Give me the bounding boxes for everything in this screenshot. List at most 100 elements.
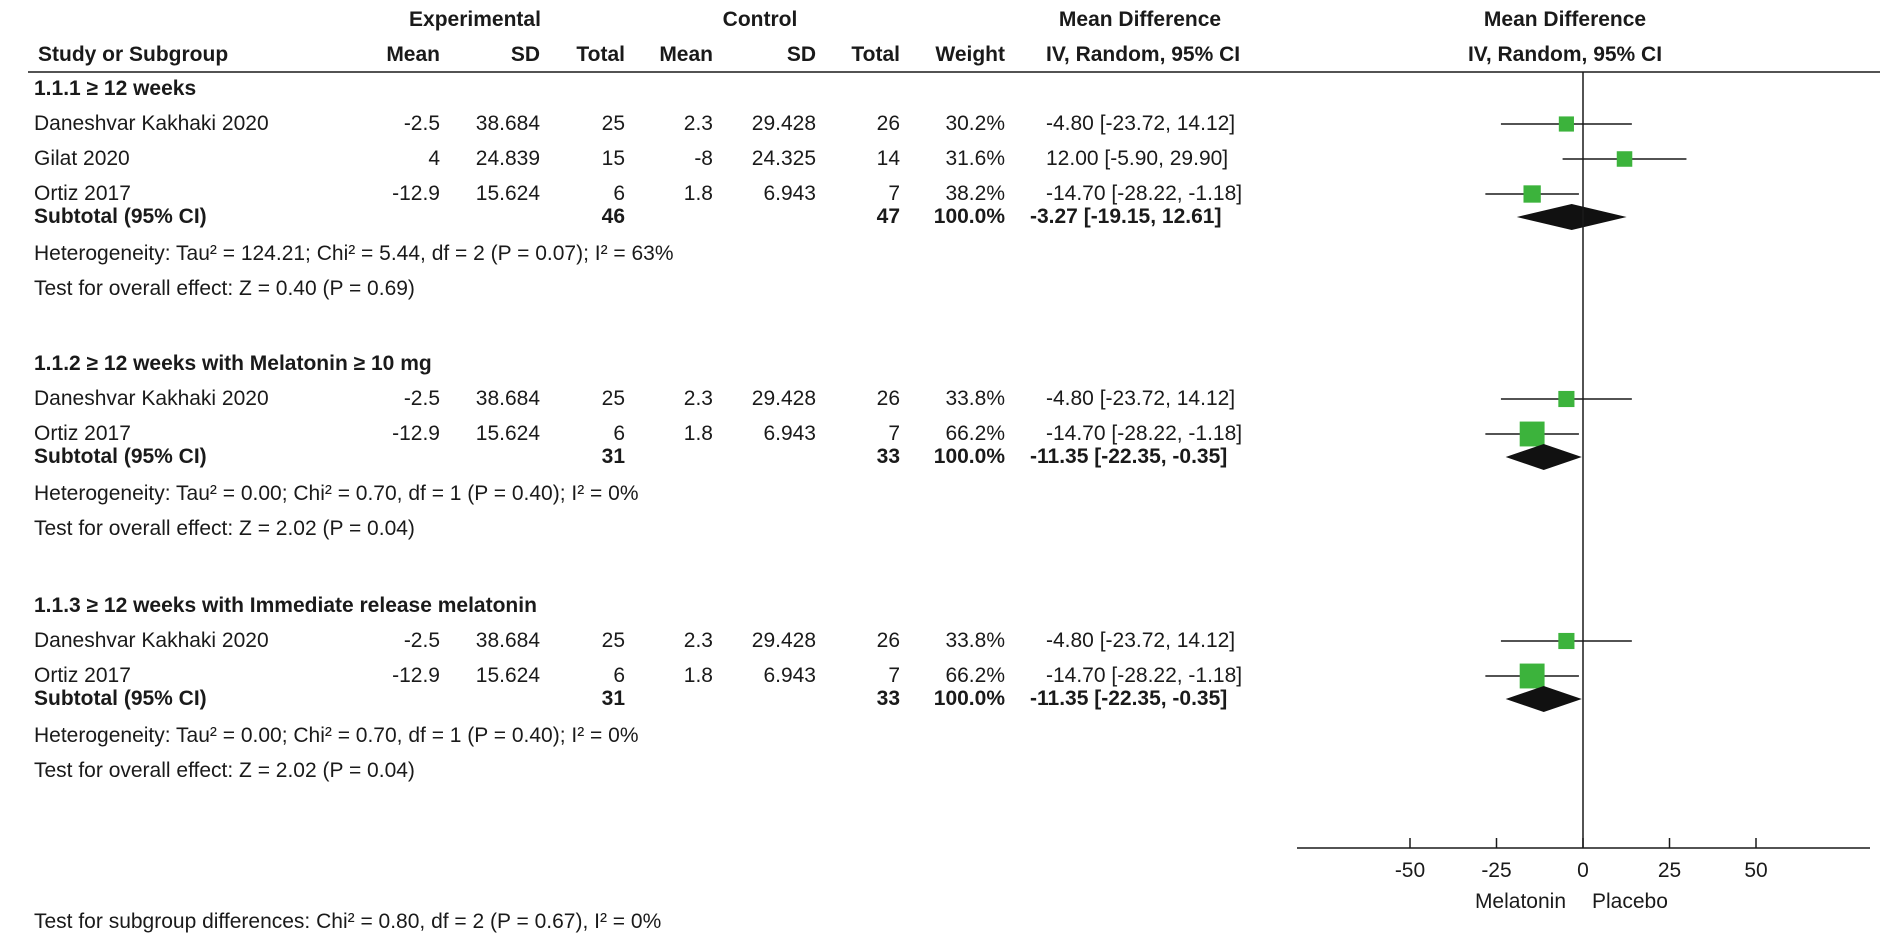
weight-value: 33.8% (945, 629, 1005, 652)
study-name: Daneshvar Kakhaki 2020 (34, 387, 269, 410)
ci-value: 12.00 [-5.90, 29.90] (1046, 147, 1229, 170)
study-name: Ortiz 2017 (34, 664, 131, 687)
ctrl-mean-value: 1.8 (683, 664, 713, 687)
exp-mean-value: 4 (428, 147, 440, 170)
exp-mean-value: -12.9 (392, 422, 440, 445)
method-column-header: IV, Random, 95% CI (1046, 43, 1241, 66)
exp-sd-value: 15.624 (475, 422, 540, 445)
ctrl-total-value: 26 (876, 629, 900, 652)
exp-sd-value: 15.624 (475, 664, 540, 687)
exp-mean-column-header: Mean (386, 43, 440, 66)
weight-value: 30.2% (945, 112, 1005, 135)
exp-sd-value: 24.839 (475, 147, 540, 170)
ctrl-total-value: 26 (876, 112, 900, 135)
weight-column-header: Weight (935, 43, 1005, 66)
subtotal-ctrl-total: 33 (876, 687, 900, 710)
exp-total-value: 25 (601, 387, 625, 410)
effect-marker (1519, 663, 1545, 689)
ci-value: -14.70 [-28.22, -1.18] (1046, 664, 1243, 687)
subtotal-exp-total: 31 (601, 687, 625, 710)
ctrl-sd-value: 24.325 (751, 147, 816, 170)
exp-mean-value: -2.5 (403, 112, 440, 135)
ci-value: -14.70 [-28.22, -1.18] (1046, 182, 1243, 205)
exp-mean-value: -12.9 (392, 664, 440, 687)
subtotal-ci: -11.35 [-22.35, -0.35] (1030, 687, 1228, 710)
ctrl-mean-value: 2.3 (683, 387, 713, 410)
x-tick-label: 50 (1744, 859, 1767, 882)
effect-marker (1616, 151, 1633, 167)
exp-mean-value: -2.5 (403, 387, 440, 410)
subtotal-ctrl-total: 33 (876, 445, 900, 468)
overall-effect-text: Test for overall effect: Z = 0.40 (P = 0… (34, 277, 415, 300)
effect-marker (1558, 116, 1574, 132)
heterogeneity-text: Heterogeneity: Tau² = 0.00; Chi² = 0.70,… (34, 724, 639, 747)
study-name: Gilat 2020 (34, 147, 130, 170)
ci-value: -4.80 [-23.72, 14.12] (1046, 387, 1236, 410)
ctrl-sd-value: 29.428 (751, 387, 816, 410)
exp-mean-value: -2.5 (403, 629, 440, 652)
weight-value: 38.2% (945, 182, 1005, 205)
ctrl-total-value: 26 (876, 387, 900, 410)
favours-left-label: Melatonin (1475, 890, 1566, 913)
ctrl-mean-value: 1.8 (683, 182, 713, 205)
weight-value: 33.8% (945, 387, 1005, 410)
plot-mean-difference-header: Mean Difference (1483, 8, 1647, 31)
subgroup-title: 1.1.1 ≥ 12 weeks (34, 77, 197, 100)
subtotal-label: Subtotal (95% CI) (34, 687, 207, 710)
control-header: Control (722, 8, 798, 31)
exp-total-value: 25 (601, 112, 625, 135)
exp-sd-column-header: SD (510, 43, 540, 66)
subtotal-diamond (1516, 204, 1627, 230)
subtotal-diamond (1505, 444, 1582, 470)
subgroup-title: 1.1.2 ≥ 12 weeks with Melatonin ≥ 10 mg (34, 352, 432, 375)
ci-value: -14.70 [-28.22, -1.18] (1046, 422, 1243, 445)
x-tick-label: 25 (1658, 859, 1681, 882)
effect-marker (1558, 632, 1575, 650)
ctrl-sd-value: 6.943 (763, 422, 816, 445)
study-name: Ortiz 2017 (34, 422, 131, 445)
weight-value: 66.2% (945, 664, 1005, 687)
ctrl-mean-column-header: Mean (659, 43, 713, 66)
subtotal-diamond (1505, 686, 1582, 712)
ctrl-mean-value: 2.3 (683, 629, 713, 652)
effect-marker (1519, 421, 1545, 447)
ci-value: -4.80 [-23.72, 14.12] (1046, 629, 1236, 652)
weight-value: 66.2% (945, 422, 1005, 445)
exp-sd-value: 38.684 (475, 629, 540, 652)
weight-value: 31.6% (945, 147, 1005, 170)
study-column-header: Study or Subgroup (38, 43, 229, 66)
ctrl-sd-value: 6.943 (763, 664, 816, 687)
study-name: Daneshvar Kakhaki 2020 (34, 629, 269, 652)
subtotal-exp-total: 31 (601, 445, 625, 468)
ctrl-mean-value: 1.8 (683, 422, 713, 445)
ctrl-mean-value: 2.3 (683, 112, 713, 135)
exp-total-value: 15 (601, 147, 625, 170)
effect-marker (1523, 185, 1541, 203)
experimental-header: Experimental (409, 8, 541, 31)
study-name: Ortiz 2017 (34, 182, 131, 205)
exp-total-value: 25 (601, 629, 625, 652)
exp-total-value: 6 (613, 422, 625, 445)
ctrl-sd-value: 29.428 (751, 112, 816, 135)
ci-value: -4.80 [-23.72, 14.12] (1046, 112, 1236, 135)
exp-total-value: 6 (613, 664, 625, 687)
heterogeneity-text: Heterogeneity: Tau² = 0.00; Chi² = 0.70,… (34, 482, 639, 505)
effect-marker (1558, 390, 1575, 408)
subtotal-ci: -3.27 [-19.15, 12.61] (1030, 205, 1222, 228)
subtotal-label: Subtotal (95% CI) (34, 205, 207, 228)
exp-sd-value: 15.624 (475, 182, 540, 205)
ctrl-sd-column-header: SD (786, 43, 816, 66)
ctrl-total-value: 7 (888, 182, 900, 205)
study-name: Daneshvar Kakhaki 2020 (34, 112, 269, 135)
heterogeneity-text: Heterogeneity: Tau² = 124.21; Chi² = 5.4… (34, 242, 674, 265)
plot-method-column-header: IV, Random, 95% CI (1467, 43, 1663, 66)
subtotal-ci: -11.35 [-22.35, -0.35] (1030, 445, 1228, 468)
subtotal-exp-total: 46 (601, 205, 625, 228)
ctrl-sd-value: 29.428 (751, 629, 816, 652)
x-tick-label: 0 (1577, 859, 1589, 882)
favours-right-label: Placebo (1592, 890, 1668, 913)
subtotal-weight: 100.0% (933, 445, 1005, 468)
subtotal-weight: 100.0% (933, 687, 1005, 710)
ctrl-mean-value: -8 (694, 147, 713, 170)
